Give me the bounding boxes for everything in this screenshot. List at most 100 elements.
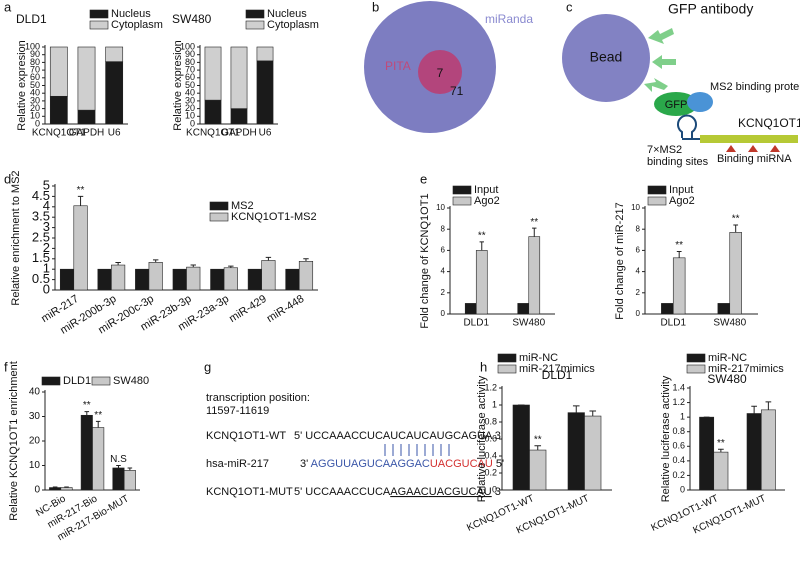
y-tick-label: 30 — [185, 95, 195, 105]
row-name: hsa-miR-217 — [206, 458, 269, 470]
y-tick-label: 0.6 — [672, 441, 685, 451]
sequence-heading: 11597-11619 — [206, 405, 269, 417]
ms2-protein-shape — [687, 92, 713, 112]
bar — [517, 303, 530, 315]
x-tick-label: DLD1 — [463, 318, 489, 329]
venn-inner-label: PITA — [385, 59, 411, 73]
seq-part: 5' — [493, 458, 504, 470]
bar — [672, 257, 686, 315]
y-tick-label: 1 — [43, 261, 50, 276]
error-bar — [115, 262, 121, 266]
panel-label: b — [372, 0, 379, 14]
y-tick-label: 50 — [185, 80, 195, 90]
bar — [204, 99, 222, 125]
y-tick-label: 90 — [30, 49, 40, 59]
sequence: 5' UCCAAACCUCAAGAACUACGUCAU 3' — [294, 486, 503, 498]
y-tick-label: 80 — [185, 57, 195, 67]
y-tick-label: 40 — [29, 387, 41, 398]
y-tick-label: 4 — [636, 267, 641, 276]
legend-swatch — [686, 364, 706, 374]
bar — [186, 266, 201, 291]
bead-label: Bead — [590, 49, 623, 65]
x-tick-label: U6 — [259, 128, 272, 139]
legend-label: Cytoplasm — [111, 19, 163, 31]
legend-label: MS2 — [231, 200, 254, 212]
bar — [49, 46, 68, 97]
x-tick-label: miR-429 — [227, 293, 269, 325]
y-tick-label: 0.6 — [484, 433, 497, 443]
sites-label: 7×MS2 — [647, 144, 682, 156]
y-tick-label: 8 — [441, 224, 446, 233]
bar — [123, 470, 136, 491]
legend-swatch — [91, 376, 111, 386]
y-tick-label: 0 — [441, 309, 446, 318]
stem-loop — [677, 114, 697, 138]
bar — [746, 413, 762, 491]
error-bar — [152, 259, 159, 263]
seq-part: AGAAC — [390, 486, 429, 498]
y-tick-label: 70 — [185, 64, 195, 74]
bar — [230, 46, 248, 109]
bar — [49, 487, 62, 491]
error-bar — [265, 256, 272, 261]
venn-outer-label: miRanda — [485, 12, 533, 26]
annotation: ** — [675, 240, 683, 251]
legend-swatch — [497, 353, 517, 363]
y-tick-label: 10 — [185, 111, 195, 121]
y-tick-label: 0.5 — [32, 271, 50, 286]
error-bar — [190, 264, 196, 268]
legend-swatch — [89, 9, 109, 19]
error-bar — [676, 250, 682, 258]
annotation: ** — [530, 217, 538, 228]
y-tick-label: 20 — [30, 103, 40, 113]
bar — [73, 205, 88, 291]
y-tick-label: 0.2 — [484, 467, 497, 477]
bar — [475, 250, 488, 315]
bar — [60, 487, 73, 491]
bar — [210, 268, 225, 291]
error-bar — [303, 258, 309, 262]
y-tick-label: 6 — [441, 246, 446, 255]
legend-label: miR-NC — [519, 352, 558, 364]
protein-label: MS2 binding protein — [710, 81, 800, 93]
error-bar — [479, 241, 484, 251]
y-tick-label: 10 — [30, 111, 40, 121]
legend-swatch — [89, 20, 109, 30]
y-tick-label: 90 — [185, 49, 195, 59]
bar — [77, 46, 96, 111]
legend-label: Ago2 — [474, 195, 500, 207]
annotation: ** — [94, 410, 102, 421]
y-tick-label: 2.5 — [32, 229, 50, 244]
panel-label: e — [420, 171, 427, 186]
bar — [699, 416, 715, 491]
y-tick-label: 50 — [30, 80, 40, 90]
bar — [80, 414, 93, 491]
y-tick-label: 1 — [492, 399, 497, 409]
annotation: ** — [717, 438, 725, 449]
sequence: 3' AGGUUAGUCAAGGACUACGUCAU 5' — [300, 458, 504, 470]
bar — [49, 95, 68, 125]
y-tick-label: 30 — [30, 95, 40, 105]
error-bar — [95, 420, 101, 428]
bar — [247, 268, 262, 291]
legend-label: miR-NC — [708, 352, 747, 364]
y-axis-label: Relative expresion — [16, 40, 28, 131]
x-tick-label: DLD1 — [660, 318, 686, 329]
error-bar — [534, 445, 542, 451]
y-tick-label: 2 — [43, 240, 50, 255]
y-tick-label: 0 — [43, 281, 50, 296]
y-tick-label: 0.8 — [484, 416, 497, 426]
annotation: N.S — [110, 454, 127, 465]
bar — [661, 303, 674, 315]
y-tick-label: 5 — [43, 177, 50, 192]
panel-label: f — [4, 359, 8, 374]
bar — [172, 268, 187, 291]
y-tick-label: 40 — [185, 88, 195, 98]
y-tick-label: 3 — [43, 219, 50, 234]
mirna-label: Binding miRNA — [717, 153, 792, 165]
y-tick-label: 4 — [441, 267, 446, 276]
legend-label: miR-217mimics — [519, 363, 595, 375]
seq-part: 5' UCCAAACCUCAUCAUCAUGCAGUA 3' — [294, 430, 503, 442]
bar — [230, 108, 248, 125]
legend-label: Ago2 — [669, 195, 695, 207]
